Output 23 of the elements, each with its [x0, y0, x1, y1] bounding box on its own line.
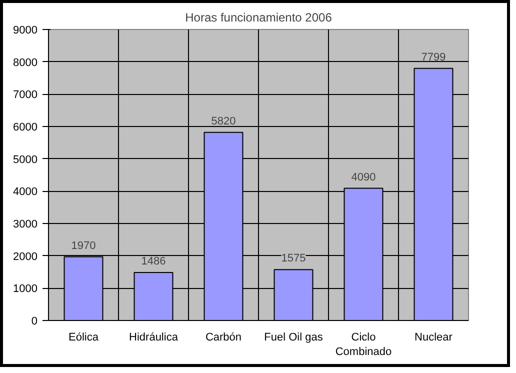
- data-label: 1970: [71, 240, 96, 252]
- y-tick-label: 5000: [13, 154, 38, 166]
- y-tick-label: 4000: [13, 186, 38, 198]
- x-tick-label: Carbón: [205, 332, 242, 344]
- data-label: 1486: [141, 255, 166, 268]
- y-tick-label: 1000: [13, 283, 38, 296]
- x-tick-label: Nuclear: [414, 332, 453, 344]
- x-tick-label: Fuel Oil gas: [264, 332, 324, 344]
- y-tick-label: 7000: [13, 89, 38, 102]
- data-label: 5820: [211, 115, 236, 128]
- y-tick-label: 8000: [13, 56, 38, 69]
- chart-title: Horas funcionamiento 2006: [185, 10, 332, 24]
- x-tick-label: Hidráulica: [129, 332, 179, 344]
- y-tick-label: 3000: [13, 218, 38, 230]
- y-tick-label: 2000: [13, 250, 38, 263]
- x-tick-label: Eólica: [68, 332, 100, 344]
- y-tick-label: 9000: [13, 24, 38, 36]
- y-tick-label: 0: [31, 316, 38, 328]
- x-tick-label: Ciclo Combinado: [335, 332, 392, 358]
- data-label: 1575: [281, 252, 306, 265]
- data-label: 4090: [351, 171, 376, 184]
- y-tick-label: 6000: [13, 122, 38, 134]
- data-label: 7799: [421, 51, 446, 64]
